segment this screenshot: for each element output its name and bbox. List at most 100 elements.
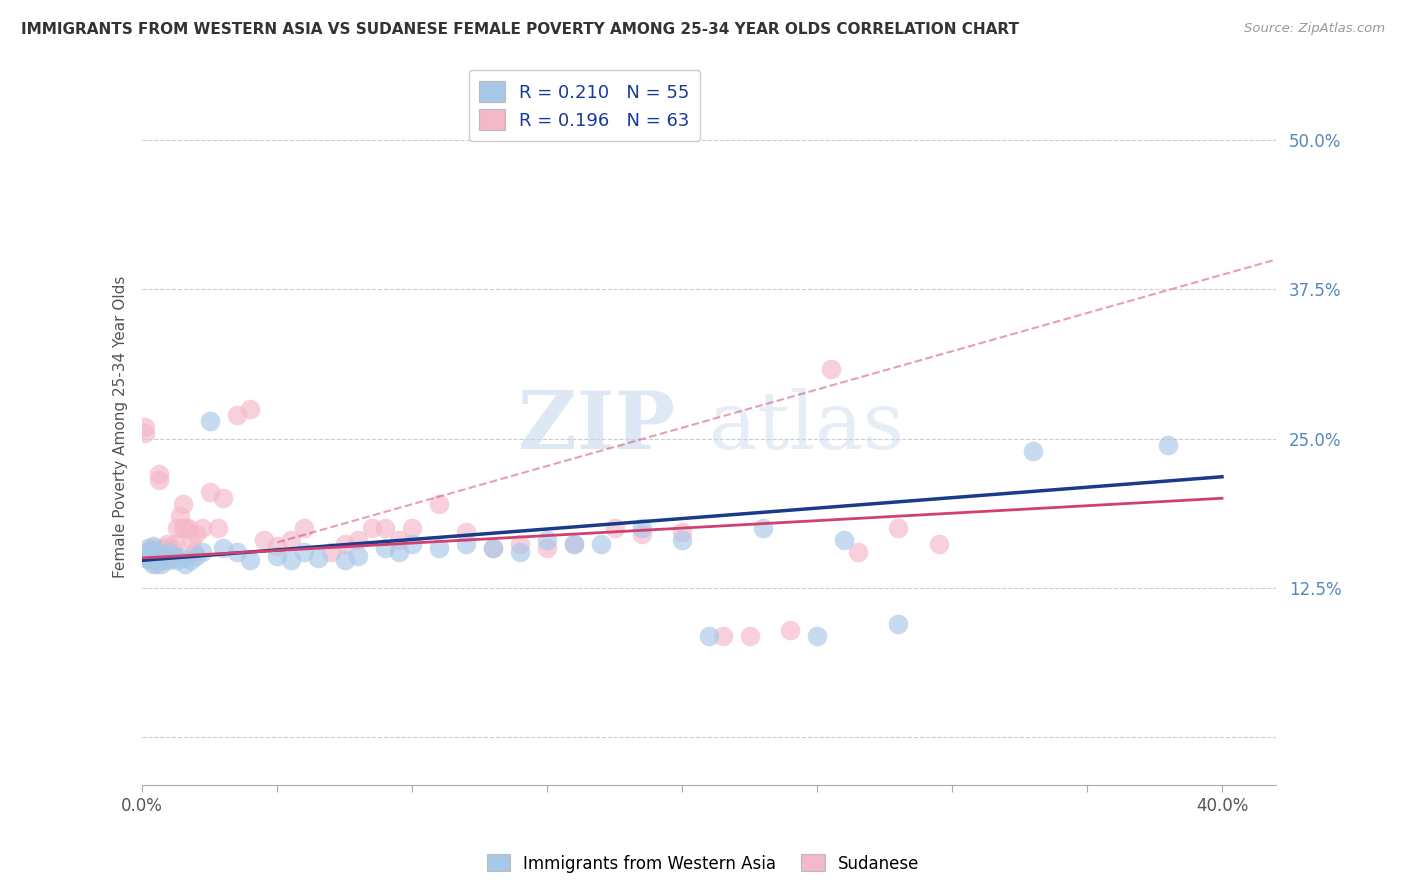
- Point: [150, 545, 173, 559]
- Point: [190, 545, 212, 559]
- Text: ZIP: ZIP: [519, 388, 675, 466]
- Point: [779, 623, 801, 637]
- Point: [374, 541, 396, 556]
- Point: [136, 551, 159, 566]
- Point: [169, 509, 191, 524]
- Point: [153, 553, 176, 567]
- Point: [509, 536, 531, 550]
- Point: [139, 553, 162, 567]
- Point: [134, 425, 156, 440]
- Point: [183, 545, 205, 559]
- Point: [163, 549, 186, 563]
- Point: [145, 557, 167, 571]
- Point: [148, 553, 170, 567]
- Point: [333, 553, 356, 567]
- Point: [166, 521, 188, 535]
- Point: [509, 545, 531, 559]
- Point: [752, 521, 775, 535]
- Point: [153, 541, 176, 556]
- Point: [160, 541, 183, 556]
- Point: [711, 628, 734, 642]
- Point: [148, 549, 170, 563]
- Point: [139, 553, 162, 567]
- Point: [738, 628, 761, 642]
- Point: [160, 551, 183, 566]
- Point: [155, 536, 177, 550]
- Point: [846, 545, 869, 559]
- Point: [280, 533, 302, 547]
- Point: [142, 545, 165, 559]
- Point: [536, 533, 558, 547]
- Point: [180, 553, 202, 567]
- Point: [225, 545, 247, 559]
- Point: [887, 521, 910, 535]
- Point: [1022, 443, 1045, 458]
- Point: [177, 521, 200, 535]
- Point: [157, 545, 180, 559]
- Point: [155, 541, 177, 556]
- Point: [142, 557, 165, 571]
- Point: [186, 549, 208, 563]
- Point: [388, 533, 411, 547]
- Point: [806, 628, 828, 642]
- Point: [321, 545, 343, 559]
- Point: [166, 553, 188, 567]
- Point: [150, 551, 173, 566]
- Point: [150, 549, 173, 563]
- Legend: R = 0.210   N = 55, R = 0.196   N = 63: R = 0.210 N = 55, R = 0.196 N = 63: [468, 70, 700, 141]
- Y-axis label: Female Poverty Among 25-34 Year Olds: Female Poverty Among 25-34 Year Olds: [114, 276, 128, 578]
- Point: [671, 533, 693, 547]
- Point: [401, 536, 423, 550]
- Point: [266, 539, 288, 553]
- Point: [591, 536, 613, 550]
- Point: [198, 414, 221, 428]
- Point: [207, 521, 229, 535]
- Point: [292, 521, 315, 535]
- Point: [307, 551, 329, 566]
- Point: [562, 536, 585, 550]
- Point: [292, 545, 315, 559]
- Point: [697, 628, 720, 642]
- Point: [198, 485, 221, 500]
- Point: [212, 541, 235, 556]
- Text: atlas: atlas: [709, 388, 904, 466]
- Point: [150, 557, 173, 571]
- Point: [186, 527, 208, 541]
- Point: [374, 521, 396, 535]
- Point: [671, 524, 693, 539]
- Point: [136, 541, 159, 556]
- Point: [928, 536, 950, 550]
- Legend: Immigrants from Western Asia, Sudanese: Immigrants from Western Asia, Sudanese: [479, 847, 927, 880]
- Point: [148, 474, 170, 488]
- Point: [347, 549, 370, 563]
- Text: IMMIGRANTS FROM WESTERN ASIA VS SUDANESE FEMALE POVERTY AMONG 25-34 YEAR OLDS CO: IMMIGRANTS FROM WESTERN ASIA VS SUDANESE…: [21, 22, 1019, 37]
- Point: [562, 536, 585, 550]
- Point: [174, 521, 197, 535]
- Point: [157, 553, 180, 567]
- Point: [134, 551, 156, 566]
- Point: [239, 553, 262, 567]
- Point: [136, 545, 159, 559]
- Point: [820, 362, 842, 376]
- Point: [172, 497, 194, 511]
- Point: [172, 551, 194, 566]
- Point: [142, 541, 165, 556]
- Point: [388, 545, 411, 559]
- Point: [280, 553, 302, 567]
- Point: [157, 551, 180, 566]
- Point: [239, 401, 262, 416]
- Point: [148, 467, 170, 482]
- Point: [139, 549, 162, 563]
- Point: [333, 536, 356, 550]
- Point: [482, 541, 505, 556]
- Point: [172, 521, 194, 535]
- Point: [142, 539, 165, 553]
- Point: [887, 616, 910, 631]
- Point: [1157, 437, 1180, 451]
- Text: Source: ZipAtlas.com: Source: ZipAtlas.com: [1244, 22, 1385, 36]
- Point: [136, 545, 159, 559]
- Point: [266, 549, 288, 563]
- Point: [145, 551, 167, 566]
- Point: [536, 541, 558, 556]
- Point: [347, 533, 370, 547]
